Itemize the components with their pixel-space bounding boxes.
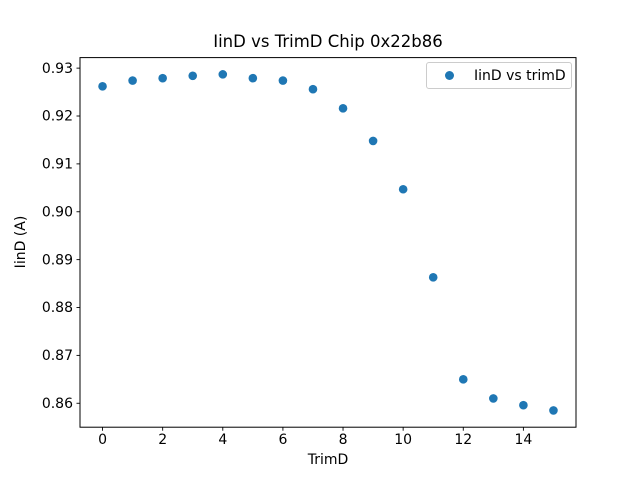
data-point bbox=[458, 375, 468, 384]
y-tick-label: 0.88 bbox=[42, 300, 73, 316]
data-point bbox=[248, 73, 258, 83]
x-tick-label: 0 bbox=[98, 432, 107, 448]
data-point bbox=[338, 104, 348, 113]
y-tick-label: 0.91 bbox=[42, 157, 73, 173]
x-tick-label: 4 bbox=[218, 432, 227, 448]
data-point bbox=[308, 84, 318, 94]
y-tick-label: 0.92 bbox=[42, 109, 73, 125]
y-tick-label: 0.87 bbox=[42, 348, 73, 364]
x-tick-label: 12 bbox=[454, 432, 472, 448]
y-tick-label: 0.89 bbox=[42, 252, 73, 268]
x-tick-label: 14 bbox=[514, 432, 532, 448]
chart-title: IinD vs TrimD Chip 0x22b86 bbox=[213, 32, 443, 51]
x-axis-label: TrimD bbox=[307, 452, 349, 468]
y-tick-label: 0.93 bbox=[42, 61, 73, 77]
data-point bbox=[549, 406, 558, 415]
legend: IinD vs trimD bbox=[426, 62, 572, 89]
data-point bbox=[428, 273, 438, 282]
data-point bbox=[368, 136, 378, 146]
data-point bbox=[489, 394, 498, 403]
data-point bbox=[278, 76, 288, 85]
x-tick-label: 2 bbox=[158, 432, 167, 448]
data-point bbox=[218, 70, 228, 79]
legend-circle-marker-icon bbox=[445, 71, 454, 80]
y-tick-label: 0.86 bbox=[42, 396, 73, 412]
data-point bbox=[98, 82, 107, 91]
legend-label: IinD vs trimD bbox=[474, 67, 566, 84]
y-axis-label: IinD (A) bbox=[13, 215, 29, 269]
x-tick-label: 10 bbox=[394, 432, 412, 448]
x-tick-label: 8 bbox=[339, 432, 348, 448]
data-point bbox=[128, 76, 137, 85]
axes-spines bbox=[79, 57, 577, 428]
data-point bbox=[158, 73, 167, 83]
y-tick-label: 0.90 bbox=[42, 204, 73, 220]
data-point bbox=[398, 184, 408, 194]
x-tick-label: 6 bbox=[278, 432, 287, 448]
data-point bbox=[519, 400, 528, 410]
data-point bbox=[188, 71, 198, 81]
